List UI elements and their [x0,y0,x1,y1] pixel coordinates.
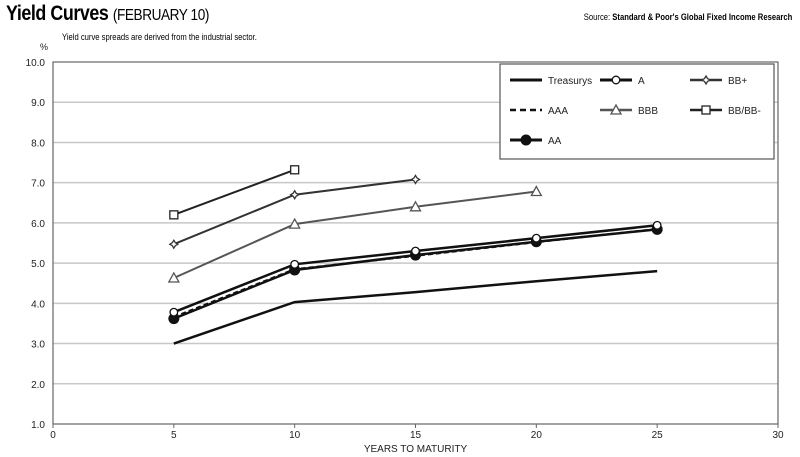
series-bb- [168,174,421,250]
diamond-marker [652,220,662,230]
y-tick-label: 9.0 [31,98,45,109]
star-marker [700,74,712,86]
triangle-marker [530,185,543,197]
x-tick-label: 25 [652,430,664,441]
triangle-marker [288,217,301,229]
chart-subtitle: Yield curve spreads are derived from the… [62,32,257,42]
star-marker [410,174,421,185]
title-date: (FEBRUARY 10) [112,7,209,24]
legend-item: AA [510,134,562,147]
square-marker [290,165,300,175]
legend-item: BB+ [690,74,747,87]
series-bbb [167,185,543,283]
y-tick-label: 10.0 [26,58,46,69]
triangle-marker [409,200,422,212]
diamond-marker [169,307,179,317]
x-tick-label: 20 [531,430,543,441]
x-tick-label: 10 [289,430,301,441]
x-axis-label: YEARS TO MATURITY [364,444,468,455]
title-text: Yield Curves [6,2,109,25]
diamond-marker [531,233,541,243]
y-tick-label: 7.0 [31,179,45,190]
x-tick-label: 5 [171,430,177,441]
legend-label: AA [548,136,562,147]
y-tick-label: 1.0 [31,420,45,431]
y-tick-label: 5.0 [31,259,45,270]
legend-label: BBB [638,106,658,117]
diamond-marker [290,259,300,269]
y-tick-label: 4.0 [31,299,45,310]
series-line [173,228,658,320]
y-tick-label: 6.0 [31,219,45,230]
square-marker [169,210,179,220]
series-aa [168,223,663,325]
star-marker [168,238,180,250]
x-tick-label: 0 [50,430,56,441]
chart-title: Yield Curves (FEBRUARY 10) [6,2,209,26]
legend-box [499,63,775,160]
legend-item: A [600,75,645,87]
source-label: Source: [583,12,610,22]
triangle-marker [167,271,180,283]
y-tick-label: 3.0 [31,340,45,351]
x-tick-label: 15 [410,430,422,441]
legend-item: Treasurys [510,76,592,87]
series-treasurys [173,269,658,345]
legend-label: Treasurys [548,76,592,87]
legend-label: AAA [548,106,568,117]
legend-item: BBB [600,103,658,117]
triangle-marker [609,103,623,115]
source-note: Source: Standard & Poor's Global Fixed I… [584,12,792,22]
x-tick-label: 30 [772,430,784,441]
series-bb-bb- [169,165,300,220]
legend-label: A [638,76,645,87]
y-tick-label: 2.0 [31,380,45,391]
series-line [173,190,537,279]
legend-item: BB/BB- [690,105,761,117]
series-line [173,269,658,345]
diamond-marker [411,246,420,256]
legend-label: BB+ [728,76,747,87]
legend-label: BB/BB- [728,106,761,117]
y-axis-label: % [40,42,48,52]
square-marker [701,105,711,115]
series-line [173,168,296,216]
star-marker [289,189,300,200]
dot-marker [520,134,532,146]
series-line [173,224,658,314]
diamond-marker [611,75,621,85]
y-tick-label: 8.0 [31,138,45,149]
series-a [169,220,662,317]
source-text: Standard & Poor's Global Fixed Income Re… [612,12,792,22]
legend-item: AAA [510,106,568,117]
